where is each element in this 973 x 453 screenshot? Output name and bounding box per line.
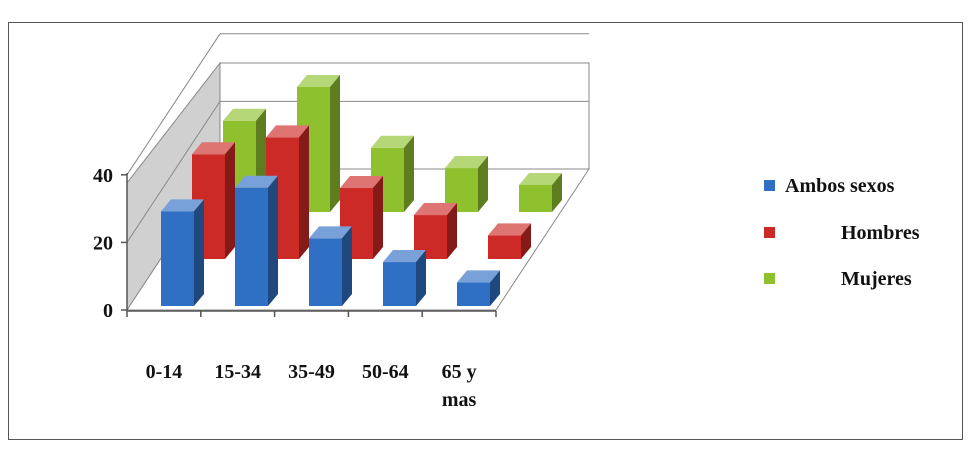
y-tick-label: 0 — [103, 300, 113, 322]
bar-front — [309, 238, 342, 306]
bar — [445, 156, 488, 212]
legend-swatch — [764, 180, 775, 191]
bar-side — [416, 250, 426, 306]
gridline — [126, 101, 221, 243]
chart-frame: 0 20 40 0-14 15-34 35-49 50-64 65 y mas Ambos se… — [8, 22, 963, 440]
legend-label: Mujeres — [841, 268, 912, 290]
chart-axes: 0 20 40 0-14 15-34 35-49 50-64 65 y mas — [93, 165, 497, 411]
bar-side — [225, 142, 235, 259]
chart-legend: Ambos sexos Hombres Mujeres — [764, 175, 920, 290]
bar-top — [161, 199, 204, 212]
bar-front — [383, 262, 416, 306]
bar-top — [488, 223, 531, 236]
x-tick-label: 35-49 — [288, 361, 335, 383]
bar-side — [299, 125, 309, 259]
y-tick-label: 40 — [93, 165, 113, 187]
bar-top — [309, 226, 352, 239]
x-tick-label: 65 y — [442, 361, 477, 383]
bar — [488, 223, 531, 259]
bar — [235, 175, 278, 306]
y-tick-label: 20 — [93, 232, 113, 254]
bar-side — [268, 175, 278, 306]
bar-front — [457, 282, 490, 306]
bar-front — [519, 184, 552, 212]
x-tick-label: 50-64 — [362, 361, 409, 383]
bar-side — [373, 176, 383, 259]
bar-side — [342, 226, 352, 306]
bar-side — [521, 223, 531, 259]
bar-top — [445, 156, 488, 169]
bar-front — [161, 211, 194, 306]
bar-top — [383, 250, 426, 263]
bar-side — [552, 172, 562, 212]
bar-front — [235, 187, 268, 306]
bar-side — [404, 135, 414, 212]
bar-top — [235, 175, 278, 188]
gridline — [126, 33, 221, 176]
bar-side — [330, 74, 340, 212]
bar-side — [478, 156, 488, 212]
bar-top — [297, 74, 340, 87]
legend-item: Hombres — [764, 222, 920, 244]
x-tick-label: 15-34 — [214, 361, 261, 383]
bar-top — [340, 176, 383, 189]
chart-svg: 0 20 40 0-14 15-34 35-49 50-64 65 y mas Ambos se… — [93, 33, 920, 411]
bar — [383, 250, 426, 306]
x-tick-label: 0-14 — [146, 361, 183, 383]
bar-top — [414, 203, 457, 216]
legend-item: Ambos sexos — [764, 175, 895, 197]
legend-item: Mujeres — [764, 268, 912, 290]
bar — [457, 270, 500, 306]
bar-front — [488, 235, 521, 259]
bar-top — [266, 125, 309, 138]
bar-side — [490, 270, 500, 306]
bar-top — [192, 142, 235, 155]
bar-top — [223, 108, 266, 121]
bar-side — [447, 203, 457, 259]
bar-top — [371, 135, 414, 148]
bar — [309, 226, 352, 306]
bar-side — [194, 199, 204, 306]
bar-top — [457, 270, 500, 283]
bar — [414, 203, 457, 259]
chart-bars — [161, 74, 562, 306]
x-tick-label: mas — [442, 389, 477, 411]
bar — [161, 199, 204, 306]
legend-swatch — [764, 273, 775, 284]
bar-top — [519, 172, 562, 185]
bar — [519, 172, 562, 212]
legend-label: Ambos sexos — [785, 175, 895, 197]
legend-label: Hombres — [841, 222, 920, 244]
legend-swatch — [764, 227, 775, 238]
bar — [266, 125, 309, 259]
